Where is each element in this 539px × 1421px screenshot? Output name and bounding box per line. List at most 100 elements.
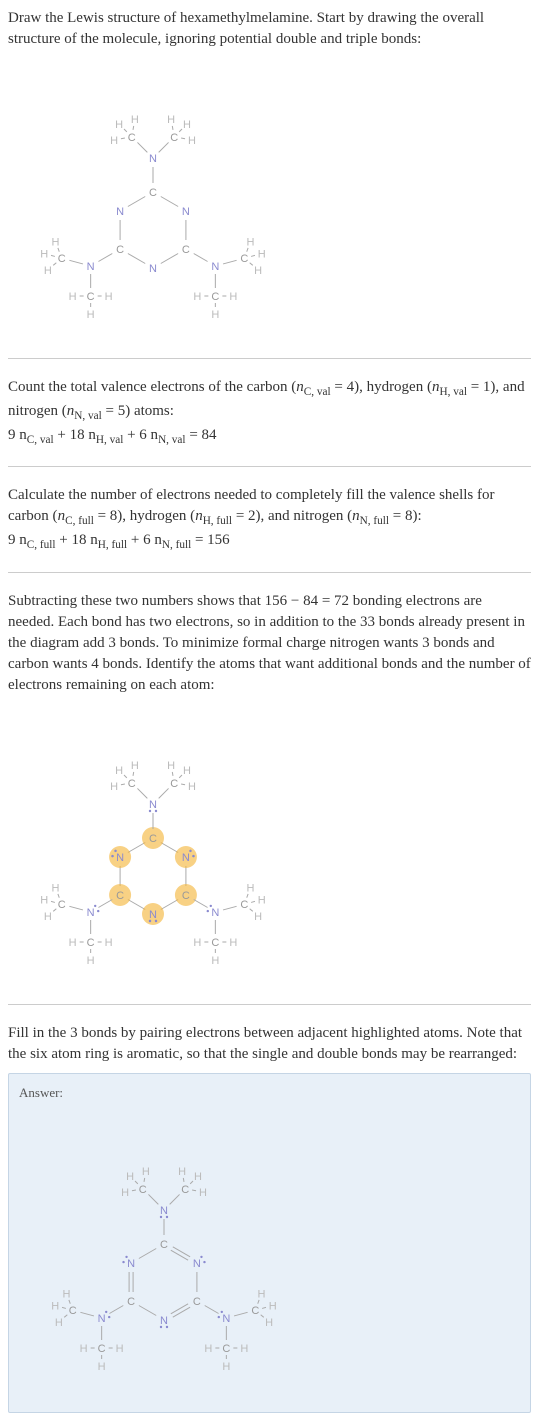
svg-text:N: N — [116, 206, 124, 218]
valence-eq-line: 9 n — [8, 427, 27, 443]
full-eq-sub1: C, full — [27, 539, 56, 551]
svg-text:N: N — [149, 263, 157, 275]
svg-text:H: H — [121, 1187, 129, 1199]
svg-text:H: H — [115, 765, 123, 777]
svg-text:H: H — [55, 1317, 63, 1329]
n-full-eq: = 8): — [389, 508, 422, 524]
svg-text:H: H — [167, 760, 175, 772]
svg-text:H: H — [105, 291, 113, 303]
svg-text:C: C — [240, 253, 248, 265]
svg-text:C: C — [116, 890, 124, 902]
svg-text:C: C — [170, 778, 178, 790]
svg-text:H: H — [80, 1343, 88, 1355]
divider — [8, 1004, 531, 1005]
svg-text:N: N — [149, 799, 157, 811]
answer-label: Answer: — [19, 1084, 520, 1102]
svg-text:H: H — [247, 236, 255, 248]
svg-text:H: H — [229, 937, 237, 949]
var-c-val: n — [296, 379, 304, 395]
svg-text:H: H — [142, 1166, 150, 1178]
svg-text:C: C — [128, 778, 136, 790]
intro-text: Draw the Lewis structure of hexamethylme… — [8, 10, 484, 47]
svg-text:H: H — [254, 911, 262, 923]
svg-text:H: H — [258, 249, 266, 261]
svg-text:H: H — [178, 1166, 186, 1178]
svg-text:C: C — [116, 244, 124, 256]
full-eq-mid2: + 6 n — [127, 532, 162, 548]
svg-text:N: N — [160, 1315, 168, 1327]
svg-text:C: C — [87, 291, 95, 303]
valence-eq-end: = 84 — [186, 427, 217, 443]
c-full-eq: = 8), hydrogen ( — [94, 508, 195, 524]
svg-text:H: H — [52, 236, 60, 248]
valence-text-pre: Count the total valence electrons of the… — [8, 379, 296, 395]
h-full-eq: = 2), and nitrogen ( — [232, 508, 352, 524]
svg-text:C: C — [139, 1184, 147, 1196]
valence-eq-sub1: C, val — [27, 434, 54, 446]
divider — [8, 572, 531, 573]
subtract-section: Subtracting these two numbers shows that… — [8, 591, 531, 696]
svg-text:N: N — [211, 907, 219, 919]
valence-section: Count the total valence electrons of the… — [8, 377, 531, 448]
svg-text:C: C — [128, 132, 136, 144]
svg-text:C: C — [149, 187, 157, 199]
svg-text:H: H — [167, 114, 175, 126]
structure-diagram-1: CNCNCNNCHHHCHHHNCHHHCHHHNCHHHCHHH — [8, 60, 308, 340]
fillin-section: Fill in the 3 bonds by pairing electrons… — [8, 1023, 531, 1065]
svg-text:C: C — [87, 937, 95, 949]
svg-text:N: N — [160, 1205, 168, 1217]
svg-text:H: H — [44, 911, 52, 923]
sub-h-val: H, val — [439, 386, 467, 398]
valence-eq-sub3: N, val — [158, 434, 186, 446]
svg-text:C: C — [251, 1305, 259, 1317]
svg-text:H: H — [131, 760, 139, 772]
svg-text:H: H — [258, 1288, 266, 1300]
sub-c-full: C, full — [65, 515, 94, 527]
answer-box: Answer: CNCNCNNCHHHCHHHNCHHHCHHHNCHHHCHH… — [8, 1073, 531, 1413]
svg-text:H: H — [188, 135, 196, 147]
fillin-text: Fill in the 3 bonds by pairing electrons… — [8, 1025, 522, 1062]
svg-text:H: H — [51, 1301, 59, 1313]
svg-text:H: H — [193, 937, 201, 949]
divider — [8, 466, 531, 467]
svg-text:C: C — [181, 1184, 189, 1196]
svg-text:C: C — [160, 1239, 168, 1251]
svg-text:H: H — [183, 119, 191, 131]
svg-text:N: N — [149, 909, 157, 921]
svg-text:N: N — [182, 852, 190, 864]
sub-c-val: C, val — [304, 386, 331, 398]
svg-text:H: H — [69, 291, 77, 303]
svg-text:C: C — [240, 899, 248, 911]
svg-text:H: H — [204, 1343, 212, 1355]
var-h-full: n — [195, 508, 203, 524]
svg-text:H: H — [87, 955, 95, 967]
divider — [8, 358, 531, 359]
svg-text:N: N — [222, 1313, 230, 1325]
sub-h-full: H, full — [203, 515, 232, 527]
svg-text:H: H — [258, 894, 266, 906]
svg-text:H: H — [222, 1361, 230, 1373]
svg-text:H: H — [40, 249, 48, 261]
svg-text:H: H — [87, 309, 95, 321]
svg-text:H: H — [63, 1288, 71, 1300]
svg-text:H: H — [44, 265, 52, 277]
full-eq-sub3: N, full — [162, 539, 191, 551]
svg-text:C: C — [193, 1296, 201, 1308]
structure-diagram-answer: CNCNCNNCHHHCHHHNCHHHCHHHNCHHHCHHH — [19, 1112, 319, 1392]
svg-text:H: H — [115, 119, 123, 131]
valence-eq-mid2: + 6 n — [123, 427, 158, 443]
svg-text:H: H — [211, 309, 219, 321]
sub-n-val: N, val — [74, 410, 102, 422]
svg-text:N: N — [87, 907, 95, 919]
svg-text:N: N — [98, 1313, 106, 1325]
svg-text:H: H — [40, 894, 48, 906]
var-n-full: n — [352, 508, 360, 524]
svg-text:C: C — [58, 899, 66, 911]
structure-diagram-2: CNCNCNNCHHHCHHHNCHHHCHHHNCHHHCHHH — [8, 706, 308, 986]
svg-text:H: H — [110, 781, 118, 793]
svg-text:H: H — [52, 882, 60, 894]
n-val-eq: = 5) atoms: — [102, 403, 174, 419]
svg-text:H: H — [211, 955, 219, 967]
var-c-full: n — [58, 508, 66, 524]
svg-text:H: H — [193, 291, 201, 303]
